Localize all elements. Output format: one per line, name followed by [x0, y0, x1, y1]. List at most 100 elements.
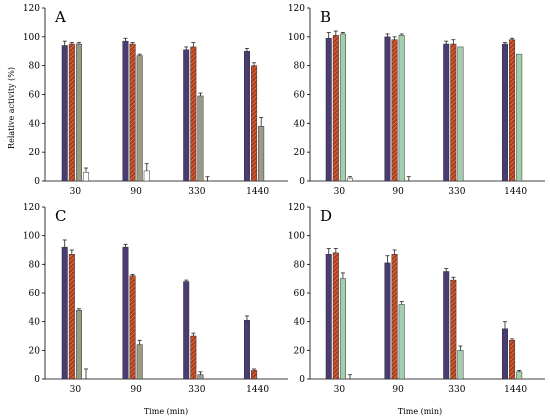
y-axis-title: Relative activity (%)	[7, 67, 16, 149]
panel-d-x-tick-label: 30	[334, 385, 346, 395]
panel-c-bar-purple-330	[183, 281, 190, 380]
panel-a-y-tick-label: 40	[29, 119, 41, 129]
panel-b-y-tick-label: 120	[288, 4, 305, 14]
panel-a-bar-purple-30	[61, 45, 68, 182]
panel-d: 0 20 40 60 80 100 120 D 30 90 330 1440	[288, 203, 545, 395]
panel-d-bar-green-330	[457, 350, 464, 380]
panel-b-x-tick-label: 1440	[504, 187, 527, 197]
x-axis-title-left: Time (min)	[144, 407, 188, 416]
panel-b-y-tick-label: 0	[299, 177, 305, 187]
panel-a-bar-gray-90	[136, 55, 143, 182]
panel-b-bar-red_hatched-1440	[509, 39, 516, 182]
panel-c-bar-red_hatched-1440	[251, 370, 258, 380]
panel-c-y-tick-label: 80	[29, 260, 41, 270]
panel-c-bar-purple-1440	[243, 319, 250, 380]
panel-b-bar-red_hatched-30	[332, 35, 339, 182]
panel-d-y-tick-label: 0	[299, 375, 305, 385]
panel-a-bar-white-90	[143, 170, 150, 182]
panel-a-y-tick-label: 100	[23, 33, 40, 43]
panel-c-y-tick-label: 40	[29, 318, 41, 328]
panel-a-bar-gray-30	[75, 43, 82, 182]
panel-d-y-tick-label: 120	[288, 203, 305, 213]
panel-c-bar-gray-90	[136, 344, 143, 380]
panel-d-x-tick-label: 1440	[504, 385, 527, 395]
panel-c-y-tick-label: 60	[29, 289, 41, 299]
panel-b-y-tick-label: 20	[294, 148, 306, 158]
panel-a-bar-red_hatched-30	[68, 43, 75, 182]
panel-d-bar-purple-330	[443, 271, 450, 380]
panel-b-y-tick-label: 100	[288, 33, 305, 43]
panel-d-y-tick-label: 40	[294, 318, 306, 328]
panel-d-x-tick-label: 90	[392, 385, 404, 395]
x-axis-title-right: Time (min)	[398, 407, 442, 416]
panel-c-bar-red_hatched-330	[190, 335, 197, 380]
panel-c-bar-gray-330	[197, 374, 204, 380]
panel-c-bar-red_hatched-90	[129, 275, 136, 380]
panel-b-bar-purple-90	[384, 36, 391, 182]
panel-a-bar-red_hatched-1440	[251, 65, 258, 182]
panel-b-bar-purple-1440	[501, 43, 508, 182]
panel-d-bar-green-1440	[516, 371, 523, 380]
panel-c-bar-purple-30	[61, 246, 68, 380]
panel-c-y-tick-label: 100	[23, 232, 40, 242]
panel-d-bar-green-90	[398, 304, 405, 380]
panel-d-y-tick-label: 80	[294, 260, 306, 270]
panel-a-x-tick-label: 90	[130, 187, 142, 197]
panel-a-y-tick-label: 120	[23, 4, 40, 14]
panel-c-bar-red_hatched-30	[68, 254, 75, 380]
panel-a-bar-gray-330	[197, 95, 204, 182]
panel-c-bar-purple-90	[122, 246, 129, 380]
panel-b-bar-red_hatched-330	[450, 43, 457, 182]
panel-b: 0 20 40 60 80 100 120 B 30 90 330 1440	[288, 4, 545, 197]
panel-d-x-tick-label: 330	[448, 385, 465, 395]
panel-c-y-tick-label: 120	[23, 203, 40, 213]
panel-b-bar-green-90	[398, 35, 405, 182]
panel-a-letter: A	[54, 8, 66, 26]
panel-a-x-tick-label: 30	[70, 187, 82, 197]
panel-a-x-tick-label: 1440	[246, 187, 269, 197]
panel-b-x-tick-label: 30	[334, 187, 346, 197]
panel-d-letter: D	[320, 207, 332, 225]
panel-b-bar-green-330	[457, 46, 464, 182]
panel-a-bar-purple-1440	[243, 51, 250, 182]
panel-a-y-tick-label: 0	[34, 177, 40, 187]
panel-a-bar-purple-90	[122, 40, 129, 182]
panel-d-bar-purple-30	[325, 254, 332, 380]
panel-c-x-tick-label: 330	[188, 385, 205, 395]
panel-d-bar-green-30	[339, 278, 346, 380]
panel-c-y-tick-label: 0	[34, 375, 40, 385]
panel-a-bar-white-30	[83, 172, 90, 182]
panel-d-y-tick-label: 100	[288, 232, 305, 242]
panel-d-y-tick-label: 60	[294, 289, 306, 299]
panel-a-y-tick-label: 60	[29, 91, 41, 101]
panel-c-x-tick-label: 90	[130, 385, 142, 395]
panel-b-bar-green-30	[339, 33, 346, 182]
panel-b-x-tick-label: 90	[392, 187, 404, 197]
panel-d-bar-purple-90	[384, 262, 391, 380]
panel-a-bar-purple-330	[183, 49, 190, 182]
panel-a-y-tick-label: 20	[29, 148, 41, 158]
panel-a: 0 20 40 60 80 100 120 A 30 90 330 1440	[23, 4, 288, 197]
panel-c-x-tick-label: 1440	[246, 385, 269, 395]
panel-b-x-tick-label: 330	[448, 187, 465, 197]
panel-c-y-tick-label: 20	[29, 346, 41, 356]
panel-d-bar-red_hatched-330	[450, 279, 457, 380]
panel-b-y-tick-label: 80	[294, 62, 306, 72]
panel-c-x-tick-label: 30	[70, 385, 82, 395]
panel-c-bar-gray-30	[75, 309, 82, 380]
panel-a-bar-red_hatched-90	[129, 43, 136, 182]
panel-c-letter: C	[55, 207, 66, 225]
panel-b-bar-green-1440	[516, 53, 523, 182]
panel-a-x-tick-label: 330	[188, 187, 205, 197]
panel-d-bar-purple-1440	[501, 328, 508, 380]
panel-d-bar-red_hatched-30	[332, 252, 339, 380]
panel-d-bar-red_hatched-1440	[509, 340, 516, 380]
panel-b-bar-white-30	[347, 177, 354, 182]
panel-b-bar-purple-330	[443, 43, 450, 182]
panel-a-bar-red_hatched-330	[190, 46, 197, 182]
panel-c: 0 20 40 60 80 100 120 C 30 90 330 1440	[23, 203, 288, 395]
panel-b-bar-purple-30	[325, 38, 332, 182]
panel-d-y-tick-label: 20	[294, 346, 306, 356]
panel-a-bar-gray-1440	[258, 125, 265, 182]
